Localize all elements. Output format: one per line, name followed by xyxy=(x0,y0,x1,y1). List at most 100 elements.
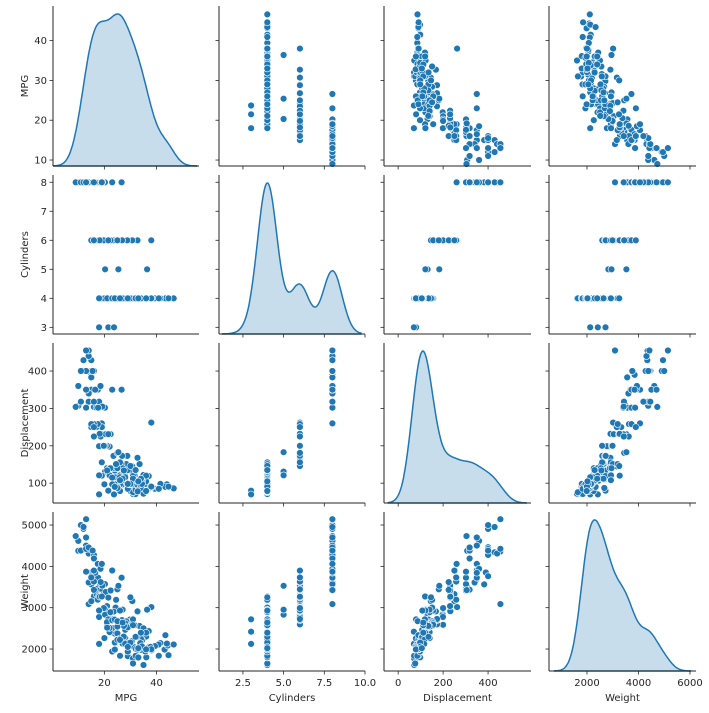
data-point xyxy=(419,618,427,627)
data-point xyxy=(279,582,288,590)
data-point xyxy=(114,265,123,273)
data-point xyxy=(590,68,599,77)
data-point xyxy=(126,593,135,601)
data-point xyxy=(296,585,304,593)
data-point xyxy=(82,404,90,412)
data-point xyxy=(639,132,648,140)
data-point xyxy=(147,418,156,427)
data-point xyxy=(664,144,672,152)
data-point xyxy=(79,523,88,531)
data-point xyxy=(660,367,668,375)
data-point xyxy=(247,110,255,119)
data-point xyxy=(296,110,304,119)
data-point xyxy=(142,294,150,302)
data-point xyxy=(114,582,123,590)
data-point xyxy=(484,134,492,142)
data-point xyxy=(435,265,443,273)
data-point xyxy=(636,178,644,187)
data-point xyxy=(596,80,605,89)
data-point xyxy=(328,373,337,382)
data-point xyxy=(446,123,454,132)
data-point xyxy=(473,130,481,138)
data-point xyxy=(452,560,461,568)
data-point xyxy=(87,373,96,382)
data-point xyxy=(96,578,105,586)
data-point xyxy=(82,346,90,355)
y-axis-label: Weight xyxy=(20,574,31,609)
x-tick-label: 0 xyxy=(395,678,401,689)
data-point xyxy=(586,323,594,331)
data-point xyxy=(583,64,592,73)
data-point xyxy=(410,124,418,132)
data-point xyxy=(659,148,667,156)
data-point xyxy=(473,569,481,577)
data-point xyxy=(263,100,271,109)
data-point xyxy=(71,403,80,411)
data-point xyxy=(413,10,422,19)
data-point xyxy=(134,294,143,302)
data-point xyxy=(296,44,304,53)
data-point xyxy=(247,615,255,623)
data-point xyxy=(606,107,614,115)
panel-weight-vs-weight: 2000 4000 6000 xyxy=(545,512,703,689)
data-point xyxy=(111,645,119,654)
data-point xyxy=(416,116,424,124)
y-tick-label: 400 xyxy=(28,367,47,378)
data-point xyxy=(620,432,628,441)
data-point xyxy=(90,566,98,575)
data-point xyxy=(108,178,116,187)
y-tick-label: 20 xyxy=(34,116,47,127)
data-point xyxy=(620,132,628,140)
x-tick-label: 10.0 xyxy=(354,678,376,689)
data-point xyxy=(644,152,652,160)
data-point xyxy=(613,136,621,144)
data-point xyxy=(110,323,118,331)
data-point xyxy=(484,572,492,580)
data-point xyxy=(77,367,85,375)
data-point xyxy=(74,382,83,390)
data-point xyxy=(328,144,337,152)
data-point xyxy=(613,98,622,107)
data-point xyxy=(475,156,483,164)
data-point xyxy=(328,356,337,364)
x-tick-label: 20 xyxy=(98,678,111,689)
data-point xyxy=(584,80,592,89)
data-point xyxy=(129,659,137,668)
data-point xyxy=(106,608,115,616)
panel-displacement-vs-cylinders xyxy=(215,343,366,507)
data-point xyxy=(143,605,151,614)
data-point xyxy=(155,652,163,660)
y-tick-label: 5000 xyxy=(22,521,47,532)
data-point xyxy=(87,597,96,605)
data-point xyxy=(263,80,271,89)
data-point xyxy=(579,18,587,26)
data-point xyxy=(446,592,454,601)
data-point xyxy=(418,644,426,652)
data-point xyxy=(126,462,135,470)
data-point xyxy=(446,602,454,610)
data-point xyxy=(598,458,606,466)
data-point xyxy=(296,117,304,125)
data-point xyxy=(328,398,337,406)
data-point xyxy=(644,367,652,375)
data-point xyxy=(328,386,337,394)
data-point xyxy=(296,449,304,457)
data-point xyxy=(646,398,654,406)
data-point xyxy=(473,533,481,542)
data-point xyxy=(263,606,271,615)
y-tick-label: 4000 xyxy=(22,562,47,573)
kde-line xyxy=(387,350,527,504)
data-point xyxy=(424,68,433,77)
data-point xyxy=(82,567,90,576)
data-point xyxy=(578,33,587,41)
data-point xyxy=(124,294,132,302)
data-point xyxy=(659,356,667,364)
data-point xyxy=(112,460,120,468)
data-point xyxy=(263,644,271,652)
y-tick-label: 30 xyxy=(34,76,47,87)
kde-line xyxy=(553,519,692,672)
data-point xyxy=(414,100,423,109)
data-point xyxy=(279,94,288,103)
data-point xyxy=(632,423,640,431)
data-point xyxy=(247,101,255,110)
